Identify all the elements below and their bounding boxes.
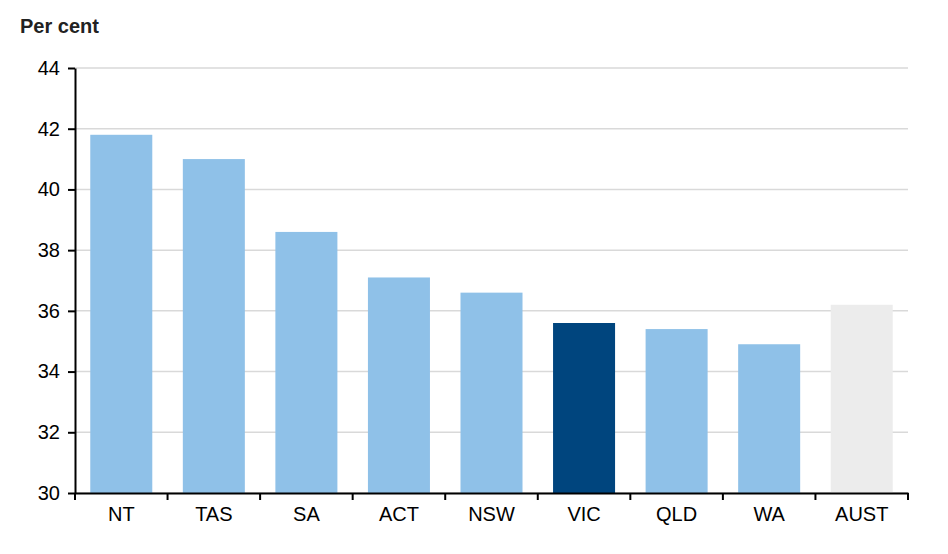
plot: 30 32 34 36 38 40 42 44 NT TAS SA ACT NSW VIC QLD WA AUS… (38, 57, 909, 525)
y-axis-line (75, 69, 77, 494)
x-separator (444, 493, 446, 500)
x-separator (74, 493, 76, 500)
y-tick: 40 (38, 178, 75, 200)
bar (90, 135, 152, 493)
x-separator (167, 493, 169, 500)
x-tick-label: SA (293, 503, 320, 525)
y-tick-mark (68, 493, 75, 495)
x-separator (722, 493, 724, 500)
y-tick-label: 36 (38, 300, 60, 322)
y-tick: 36 (38, 300, 75, 322)
x-tick: ACT (379, 493, 419, 525)
y-tick-mark (68, 189, 75, 191)
x-separator (352, 493, 354, 500)
bar (738, 344, 800, 493)
x-separator (629, 493, 631, 500)
x-tick: AUST (835, 493, 888, 525)
x-tick: NT (108, 493, 135, 525)
y-tick-label: 30 (38, 482, 60, 504)
bars (90, 135, 892, 493)
x-separator (814, 493, 816, 500)
x-separator (907, 493, 909, 500)
y-tick-label: 34 (38, 360, 60, 382)
x-separator (259, 493, 261, 500)
x-separators (75, 493, 908, 500)
y-tick: 30 (38, 482, 75, 504)
grid-line (75, 128, 908, 130)
y-tick-label: 44 (38, 57, 60, 79)
x-tick: WA (753, 493, 785, 525)
y-tick: 32 (38, 421, 75, 443)
x-tick-label: WA (753, 503, 785, 525)
y-tick-label: 32 (38, 421, 60, 443)
grid (75, 68, 908, 493)
y-axis-title: Per cent (20, 15, 99, 37)
y-tick-mark (68, 310, 75, 312)
x-tick-label: TAS (195, 503, 232, 525)
x-separator (537, 493, 539, 500)
y-tick-mark (68, 250, 75, 252)
bar (831, 305, 893, 493)
x-tick: QLD (656, 493, 697, 525)
grid-line (75, 67, 908, 69)
x-tick-label: AUST (835, 503, 888, 525)
y-tick: 38 (38, 239, 75, 261)
x-tick-label: QLD (656, 503, 697, 525)
x-tick: VIC (567, 493, 600, 525)
y-tick-mark (68, 68, 75, 70)
y-tick-mark (68, 128, 75, 130)
bar (275, 232, 337, 493)
bar (460, 293, 522, 493)
y-tick-label: 42 (38, 118, 60, 140)
x-tick-label: ACT (379, 503, 419, 525)
bar (553, 323, 615, 493)
x-tick-label: VIC (567, 503, 600, 525)
x-axis: NT TAS SA ACT NSW VIC QLD WA AUST (75, 493, 909, 525)
y-axis: 30 32 34 36 38 40 42 44 (38, 57, 76, 504)
bar (646, 329, 708, 493)
x-axis-line (76, 493, 909, 495)
y-tick: 42 (38, 118, 75, 140)
chart: 30 32 34 36 38 40 42 44 NT TAS SA ACT NSW VIC QLD WA AUS… (0, 0, 948, 554)
x-tick-label: NSW (468, 503, 515, 525)
y-tick-mark (68, 371, 75, 373)
x-tick: TAS (195, 493, 232, 525)
bar (183, 159, 245, 493)
y-tick-label: 38 (38, 239, 60, 261)
y-tick-mark (68, 432, 75, 434)
x-tick: SA (293, 493, 320, 525)
y-tick: 44 (38, 57, 75, 79)
x-tick-label: NT (108, 503, 135, 525)
x-tick: NSW (468, 493, 515, 525)
y-tick-label: 40 (38, 178, 60, 200)
bar (368, 277, 430, 493)
y-tick: 34 (38, 360, 75, 382)
